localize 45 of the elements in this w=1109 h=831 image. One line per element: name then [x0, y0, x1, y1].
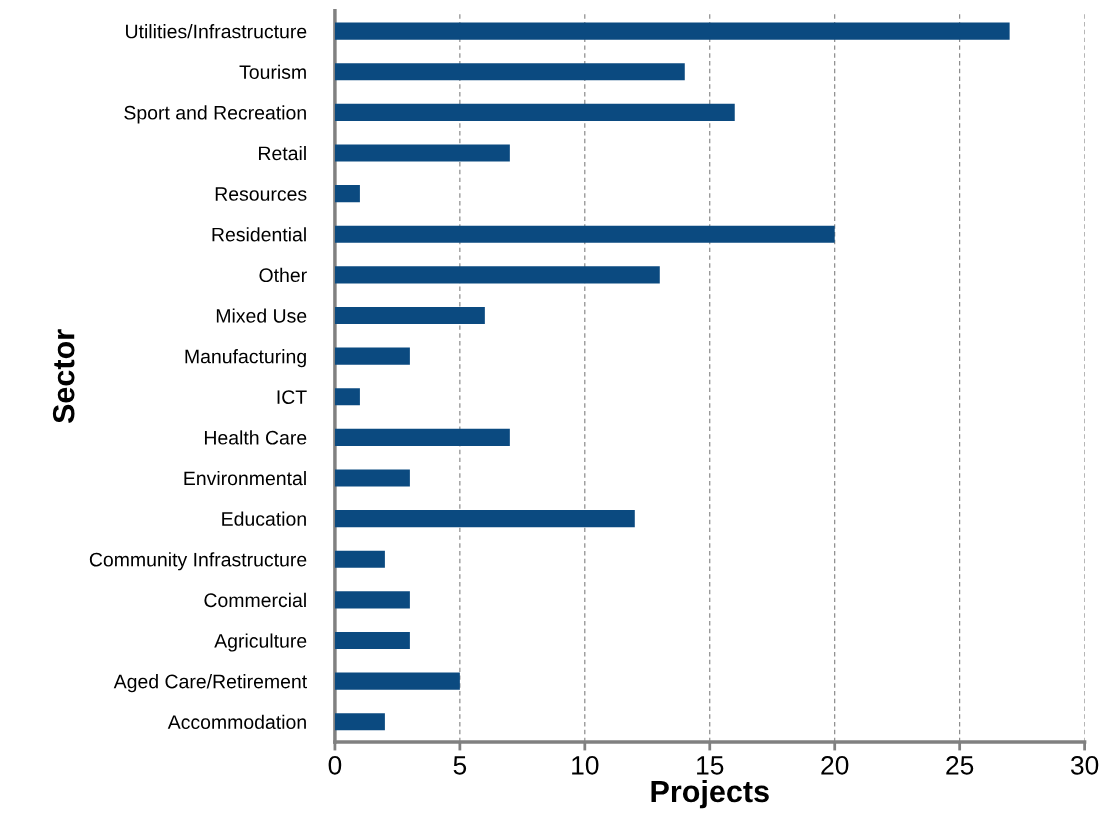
y-tick-label: Environmental — [184, 470, 306, 486]
x-axis-title: Projects — [651, 779, 769, 809]
y-tick-label: Community Infrastructure — [89, 552, 307, 571]
bar — [334, 63, 685, 81]
bar — [334, 347, 410, 365]
bar — [334, 185, 360, 203]
x-tick-label: 5 — [453, 756, 467, 775]
y-tick-label: Aged Care/Retirement — [113, 674, 308, 693]
bar — [334, 306, 485, 325]
x-tick-label: 20 — [821, 755, 849, 775]
bar — [334, 22, 1010, 40]
bar — [334, 469, 410, 487]
y-tick-label: Utilities/Infrastructure — [126, 24, 307, 39]
y-tick-label: Commercial — [204, 592, 306, 608]
x-tick-label: 30 — [1070, 755, 1099, 775]
y-tick-label: Accommodation — [167, 714, 306, 730]
y-tick-label: Other — [259, 267, 307, 283]
x-tick-label: 25 — [946, 755, 974, 775]
bar — [334, 550, 385, 568]
bar — [334, 672, 460, 690]
y-tick-label: ICT — [277, 390, 307, 404]
bar — [334, 591, 410, 609]
bar — [334, 103, 735, 121]
bar — [334, 713, 385, 731]
bar — [334, 510, 635, 528]
x-tick-label: 0 — [328, 755, 342, 775]
bar — [334, 266, 660, 284]
x-tick-label: 10 — [572, 755, 599, 775]
y-tick-label: Manufacturing — [185, 349, 306, 368]
y-tick-label: Residential — [212, 227, 306, 242]
bar — [334, 225, 835, 243]
y-axis-title: Sector — [52, 329, 75, 424]
bar — [334, 428, 510, 446]
bar — [334, 388, 360, 406]
y-tick-label: Tourism — [239, 64, 306, 79]
bar — [334, 144, 510, 162]
y-tick-label: Agriculture — [214, 633, 307, 652]
bar — [334, 631, 410, 650]
y-tick-label: Education — [222, 511, 306, 526]
x-tick-label: 15 — [697, 756, 724, 775]
y-tick-label: Mixed Use — [216, 308, 307, 323]
y-tick-label: Health Care — [204, 430, 307, 445]
y-tick-label: Retail — [259, 145, 306, 161]
y-tick-label: Sport and Recreation — [124, 105, 306, 124]
y-tick-label: Resources — [215, 187, 307, 201]
